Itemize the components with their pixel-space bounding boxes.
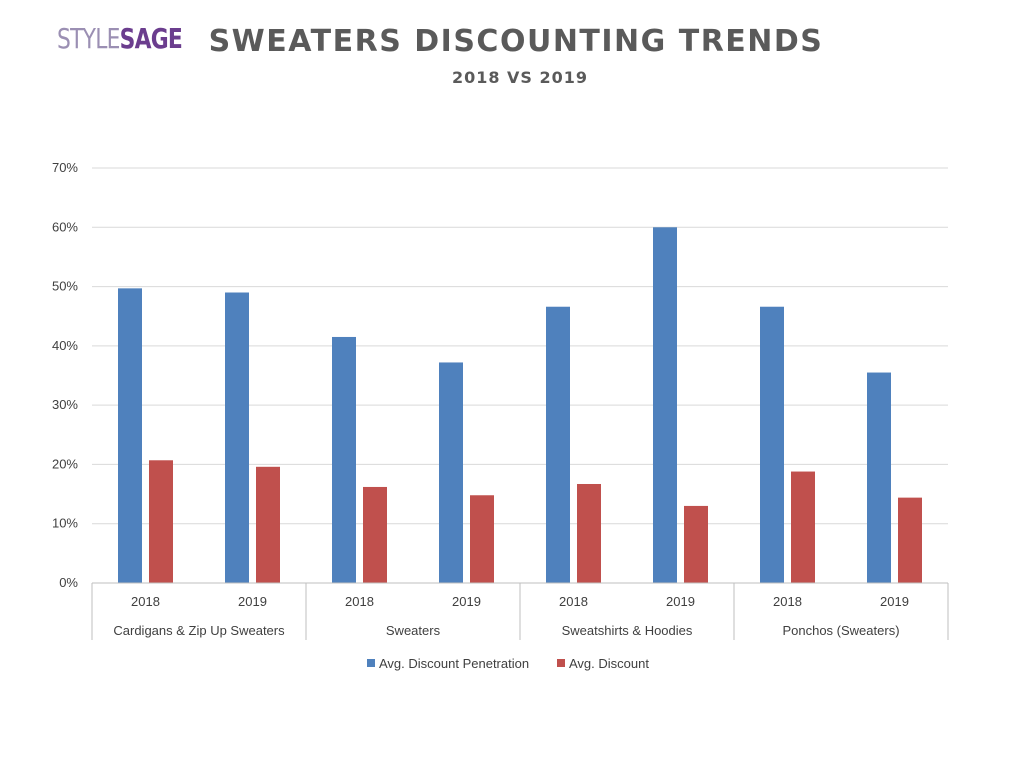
- legend-label: Avg. Discount Penetration: [379, 656, 529, 671]
- y-tick-label: 60%: [52, 219, 78, 234]
- bar-avg-discount: [363, 486, 387, 583]
- y-tick-label: 30%: [52, 397, 78, 412]
- bar-discount-penetration: [225, 292, 249, 583]
- bar-avg-discount: [470, 495, 494, 583]
- bar-discount-penetration: [439, 362, 463, 583]
- bar-avg-discount: [898, 497, 922, 583]
- x-tick-label: 2019: [880, 594, 909, 609]
- x-tick-label: 2019: [238, 594, 267, 609]
- y-tick-label: 40%: [52, 338, 78, 353]
- legend-swatch: [367, 659, 375, 667]
- bar-discount-penetration: [118, 288, 142, 583]
- chart-title: SWEATERS DISCOUNTING TRENDS: [208, 24, 824, 59]
- bar-discount-penetration: [867, 372, 891, 583]
- logo-part-sage: SAGE: [119, 22, 183, 55]
- y-tick-label: 70%: [52, 160, 78, 175]
- x-group-label: Cardigans & Zip Up Sweaters: [113, 623, 285, 638]
- x-tick-label: 2018: [131, 594, 160, 609]
- y-axis: 0% 10% 20% 30% 40% 50% 60% 70%: [52, 160, 78, 590]
- chart-subtitle: 2018 VS 2019: [451, 68, 589, 87]
- x-group-label: Ponchos (Sweaters): [782, 623, 899, 638]
- y-tick-label: 10%: [52, 516, 78, 531]
- bar-discount-penetration: [332, 336, 356, 583]
- bar-discount-penetration: [760, 306, 784, 583]
- bar-avg-discount: [684, 505, 708, 583]
- bar-avg-discount: [149, 460, 173, 583]
- bar-avg-discount: [256, 466, 280, 583]
- x-tick-label: 2018: [773, 594, 802, 609]
- y-tick-label: 50%: [52, 279, 78, 294]
- logo-part-style: STYLE: [57, 22, 120, 55]
- bar-discount-penetration: [653, 227, 677, 584]
- x-group-label: Sweatshirts & Hoodies: [562, 623, 693, 638]
- bars: [118, 227, 922, 584]
- x-tick-label: 2019: [666, 594, 695, 609]
- x-tick-label: 2018: [559, 594, 588, 609]
- bar-avg-discount: [791, 471, 815, 583]
- legend: Avg. Discount Penetration Avg. Discount: [367, 656, 649, 671]
- bar-avg-discount: [577, 483, 601, 583]
- x-group-label: Sweaters: [386, 623, 441, 638]
- y-tick-label: 20%: [52, 456, 78, 471]
- stylesage-logo: STYLESAGE: [57, 22, 183, 55]
- x-tick-label: 2018: [345, 594, 374, 609]
- y-tick-label: 0%: [59, 575, 78, 590]
- legend-swatch: [557, 659, 565, 667]
- x-axis: 2018 2019 2018 2019 2018 2019 2018 2019 Cardigan…: [91, 582, 949, 640]
- legend-label: Avg. Discount: [569, 656, 649, 671]
- bar-discount-penetration: [546, 306, 570, 583]
- gridlines: [92, 167, 948, 584]
- x-tick-label: 2019: [452, 594, 481, 609]
